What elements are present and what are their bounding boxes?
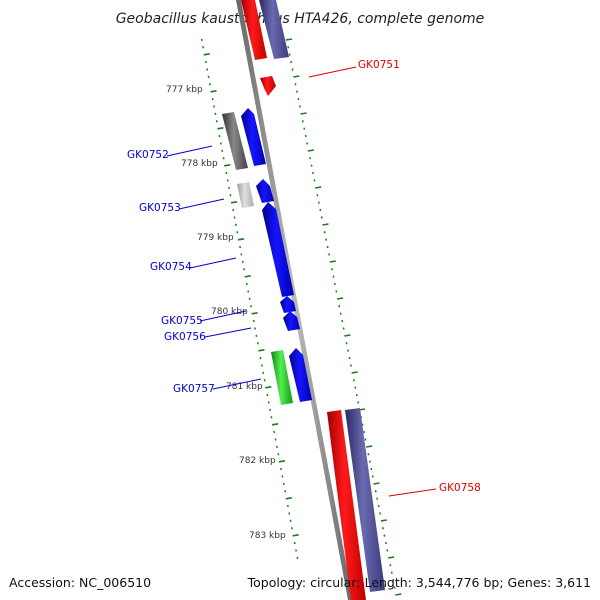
outer-tick <box>293 75 300 78</box>
leader-gk0751 <box>308 66 357 78</box>
gene-gk0751[interactable] <box>260 76 276 96</box>
gene-gk0752[interactable] <box>241 108 266 166</box>
outer-tick <box>380 519 387 522</box>
kbp-label-782: 782 kbp <box>239 456 276 466</box>
topology-text: Topology: circular; Length: 3,544,776 bp… <box>247 575 591 590</box>
inner-tick <box>244 275 251 278</box>
kbp-label-779: 779 kbp <box>197 233 234 243</box>
inner-tick <box>285 497 292 500</box>
inner-tick <box>230 201 238 204</box>
kbp-label-781: 781 kbp <box>226 382 263 392</box>
kbp-label-780: 780 kbp <box>211 307 248 317</box>
outer-tick <box>315 186 322 189</box>
inner-tick <box>258 349 265 352</box>
inner-tick <box>217 127 224 130</box>
inner-tick <box>210 90 217 93</box>
outer-tick <box>322 223 329 226</box>
gene-gk0753-lightgray[interactable] <box>237 182 254 208</box>
genome-backbone <box>236 0 353 600</box>
outer-tick <box>300 112 307 115</box>
inner-tick <box>203 53 210 56</box>
gene-gk0757[interactable] <box>289 348 312 402</box>
outer-tick <box>329 260 336 263</box>
gene-gk0756[interactable] <box>283 311 300 331</box>
outer-tick <box>395 593 402 596</box>
outer-tick <box>344 334 351 337</box>
gene-gk0757-green[interactable] <box>271 350 293 405</box>
leader-gk0757 <box>212 378 262 390</box>
leader-gk0754 <box>189 257 237 269</box>
leader-gk0752 <box>166 145 213 157</box>
gene-label-gk0752[interactable]: GK0752 <box>127 149 169 161</box>
gene-label-gk0751[interactable]: GK0751 <box>358 59 400 71</box>
map-title: Geobacillus kaustophilus HTA426, complet… <box>116 11 485 27</box>
gene-label-gk0754[interactable]: GK0754 <box>150 261 192 273</box>
gene-gk0753[interactable] <box>256 179 274 203</box>
leader-gk0753 <box>178 198 225 210</box>
outer-tick <box>387 556 395 559</box>
outer-tick <box>285 38 293 41</box>
kbp-label-777: 777 kbp <box>166 85 203 95</box>
gene-gk0758-red[interactable] <box>327 410 366 600</box>
inner-tick <box>271 423 279 426</box>
outer-tick <box>366 445 373 448</box>
inner-tick <box>292 534 299 537</box>
inner-tick <box>251 312 258 315</box>
gene-gk0758-purple[interactable] <box>345 408 385 592</box>
gene-label-gk0755[interactable]: GK0755 <box>161 315 203 327</box>
kbp-label-778: 778 kbp <box>181 159 218 169</box>
outer-tick <box>336 297 344 300</box>
gene-gk0751-top-purple[interactable] <box>259 0 289 59</box>
gene-gk0752-gray[interactable] <box>222 112 248 170</box>
outer-tick <box>307 149 315 152</box>
gene-gk0751-top-red[interactable] <box>241 0 267 60</box>
inner-tick <box>278 460 286 463</box>
leader-gk0758 <box>388 488 437 497</box>
leader-gk0756 <box>204 327 252 338</box>
gene-label-gk0758[interactable]: GK0758 <box>439 482 481 494</box>
outer-tick <box>351 371 358 374</box>
gene-gk0755[interactable] <box>280 296 296 313</box>
inner-tick <box>224 164 231 167</box>
gene-label-gk0757[interactable]: GK0757 <box>173 383 215 395</box>
gene-gk0754[interactable] <box>262 202 294 297</box>
gene-label-gk0753[interactable]: GK0753 <box>139 202 181 214</box>
gene-label-gk0756[interactable]: GK0756 <box>164 331 206 343</box>
accession-text: Accession: NC_006510 <box>9 575 152 590</box>
outer-tick <box>373 482 380 485</box>
inner-tick <box>237 238 245 241</box>
leader-gk0755 <box>199 310 247 322</box>
kbp-label-783: 783 kbp <box>249 531 286 541</box>
inner-tick <box>265 386 272 389</box>
